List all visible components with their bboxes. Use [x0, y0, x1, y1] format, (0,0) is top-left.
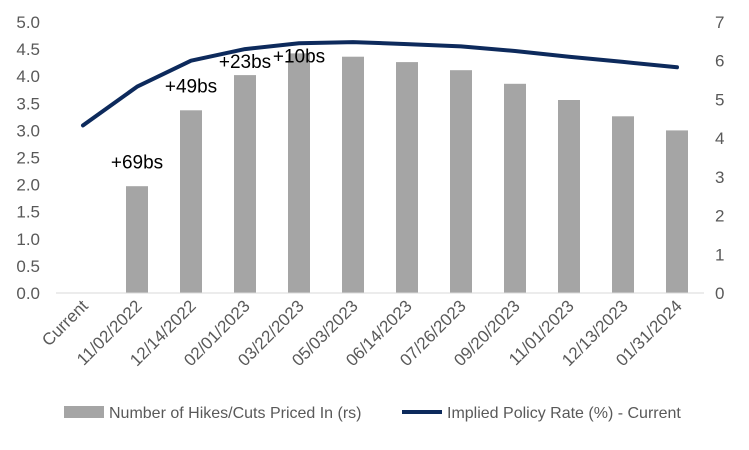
bar — [504, 83, 526, 293]
bar — [396, 62, 418, 293]
bar — [666, 130, 688, 293]
left-tick-label: 4.5 — [16, 40, 40, 59]
right-tick-label: 5 — [715, 90, 724, 109]
legend-line-label: Implied Policy Rate (%) - Current — [447, 405, 681, 422]
bars-group — [126, 53, 688, 294]
bar — [288, 53, 310, 294]
bar — [612, 116, 634, 293]
x-axis: Current11/02/202212/14/202202/01/202303/… — [38, 292, 704, 370]
left-tick-label: 2.5 — [16, 149, 40, 168]
right-tick-label: 0 — [715, 284, 724, 303]
right-axis: 0 1 2 3 4 5 6 7 — [715, 13, 724, 303]
annotation-label: +69bs — [111, 152, 163, 173]
left-tick-label: 1.0 — [16, 230, 40, 249]
right-tick-label: 4 — [715, 129, 724, 148]
bar — [450, 70, 472, 293]
right-tick-label: 1 — [715, 245, 724, 264]
annotation-label: +10bs — [273, 47, 325, 68]
left-tick-label: 1.5 — [16, 203, 40, 222]
left-tick-label: 3.5 — [16, 94, 40, 113]
left-tick-label: 0.5 — [16, 257, 40, 276]
left-tick-label: 2.0 — [16, 176, 40, 195]
bar — [180, 110, 202, 293]
legend-bar-label: Number of Hikes/Cuts Priced In (rs) — [109, 405, 362, 422]
implied-policy-rate-line — [81, 40, 679, 128]
bar — [234, 75, 256, 293]
annotations-group: +69bs +49bs+23bs +10bs — [111, 47, 325, 174]
right-tick-label: 2 — [715, 207, 724, 226]
legend-bar-swatch — [64, 406, 104, 418]
right-tick-label: 3 — [715, 168, 724, 187]
line-group — [81, 40, 679, 128]
right-tick-label: 6 — [715, 52, 724, 71]
left-axis: 0.0 0.5 1.0 1.5 2.0 2.5 3.0 3.5 4.0 4.5 5.0 — [16, 13, 40, 303]
left-tick-label: 0.0 — [16, 284, 40, 303]
bar — [126, 186, 148, 293]
left-tick-label: 5.0 — [16, 13, 40, 32]
left-tick-label: 4.0 — [16, 67, 40, 86]
legend: Number of Hikes/Cuts Priced In (rs) Impl… — [64, 405, 681, 422]
x-tick-label: Current — [38, 296, 92, 350]
left-tick-label: 3.0 — [16, 121, 40, 140]
annotation-label: +49bs — [165, 77, 217, 98]
bar — [558, 100, 580, 293]
annotation-label: +23bs — [219, 52, 271, 73]
right-tick-label: 7 — [715, 13, 724, 32]
bar — [342, 56, 364, 294]
